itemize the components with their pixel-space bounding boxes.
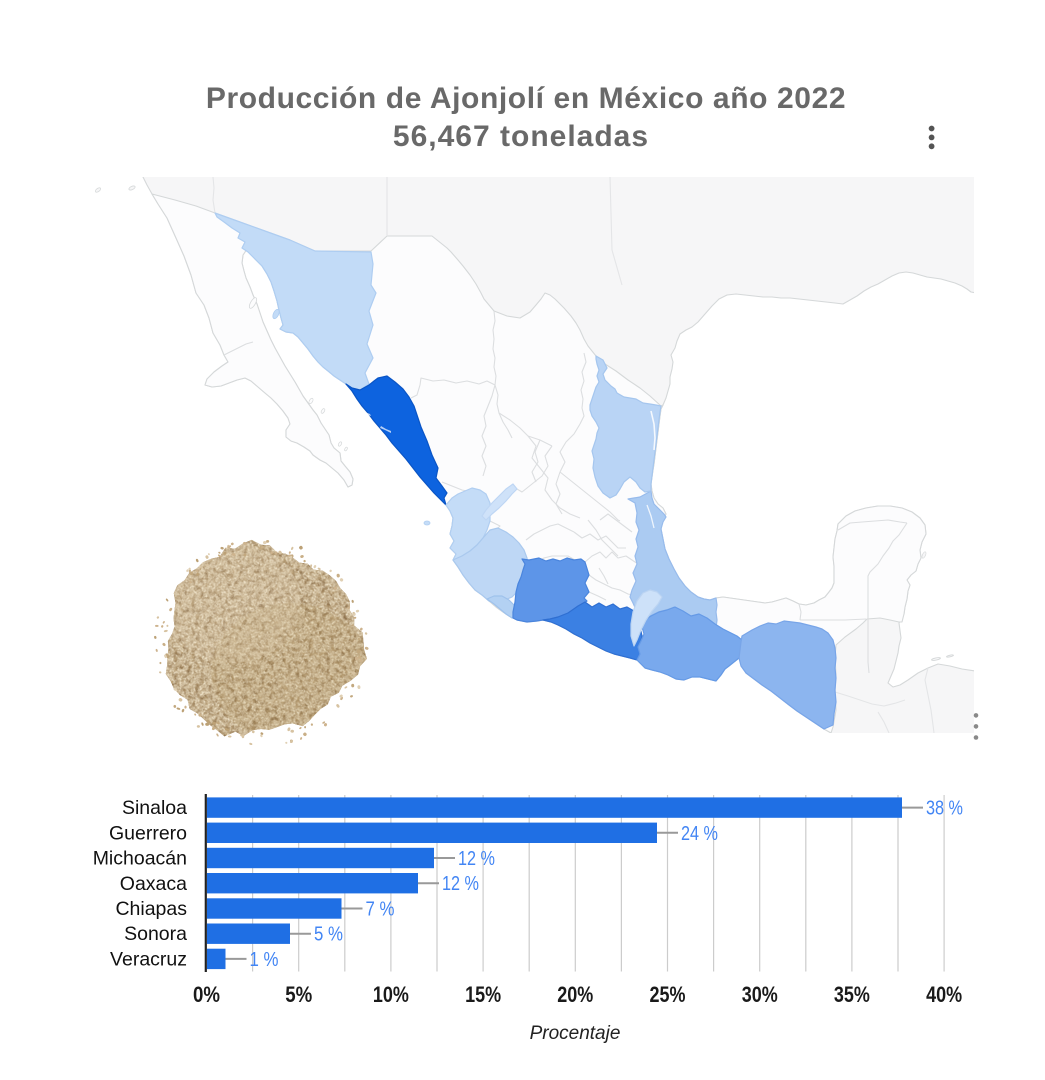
svg-text:Veracruz: Veracruz: [110, 948, 187, 970]
svg-text:5 %: 5 %: [314, 924, 343, 946]
svg-text:12 %: 12 %: [458, 848, 495, 870]
svg-text:25%: 25%: [650, 982, 686, 1007]
svg-text:Guerrero: Guerrero: [109, 822, 187, 844]
svg-text:Michoacán: Michoacán: [93, 848, 187, 870]
svg-text:5%: 5%: [285, 982, 312, 1007]
svg-text:Sonora: Sonora: [124, 923, 187, 945]
svg-text:7 %: 7 %: [366, 899, 395, 921]
svg-text:15%: 15%: [465, 982, 501, 1007]
svg-text:24 %: 24 %: [681, 823, 718, 845]
svg-text:Sinaloa: Sinaloa: [122, 797, 187, 819]
svg-text:40%: 40%: [926, 982, 962, 1007]
svg-text:20%: 20%: [557, 982, 593, 1007]
svg-text:12 %: 12 %: [442, 873, 479, 895]
svg-text:Procentaje: Procentaje: [530, 1023, 621, 1044]
svg-text:1 %: 1 %: [250, 949, 279, 971]
svg-text:0%: 0%: [193, 982, 220, 1007]
svg-text:30%: 30%: [742, 982, 778, 1007]
svg-text:10%: 10%: [373, 982, 409, 1007]
svg-text:38 %: 38 %: [926, 798, 963, 820]
svg-text:35%: 35%: [834, 982, 870, 1007]
svg-text:Producción de Ajonjolí en Méxi: Producción de Ajonjolí en México año 202…: [206, 82, 846, 115]
svg-text:Oaxaca: Oaxaca: [120, 873, 187, 895]
svg-text:56,467 toneladas: 56,467 toneladas: [393, 120, 649, 153]
svg-text:Chiapas: Chiapas: [115, 898, 187, 920]
